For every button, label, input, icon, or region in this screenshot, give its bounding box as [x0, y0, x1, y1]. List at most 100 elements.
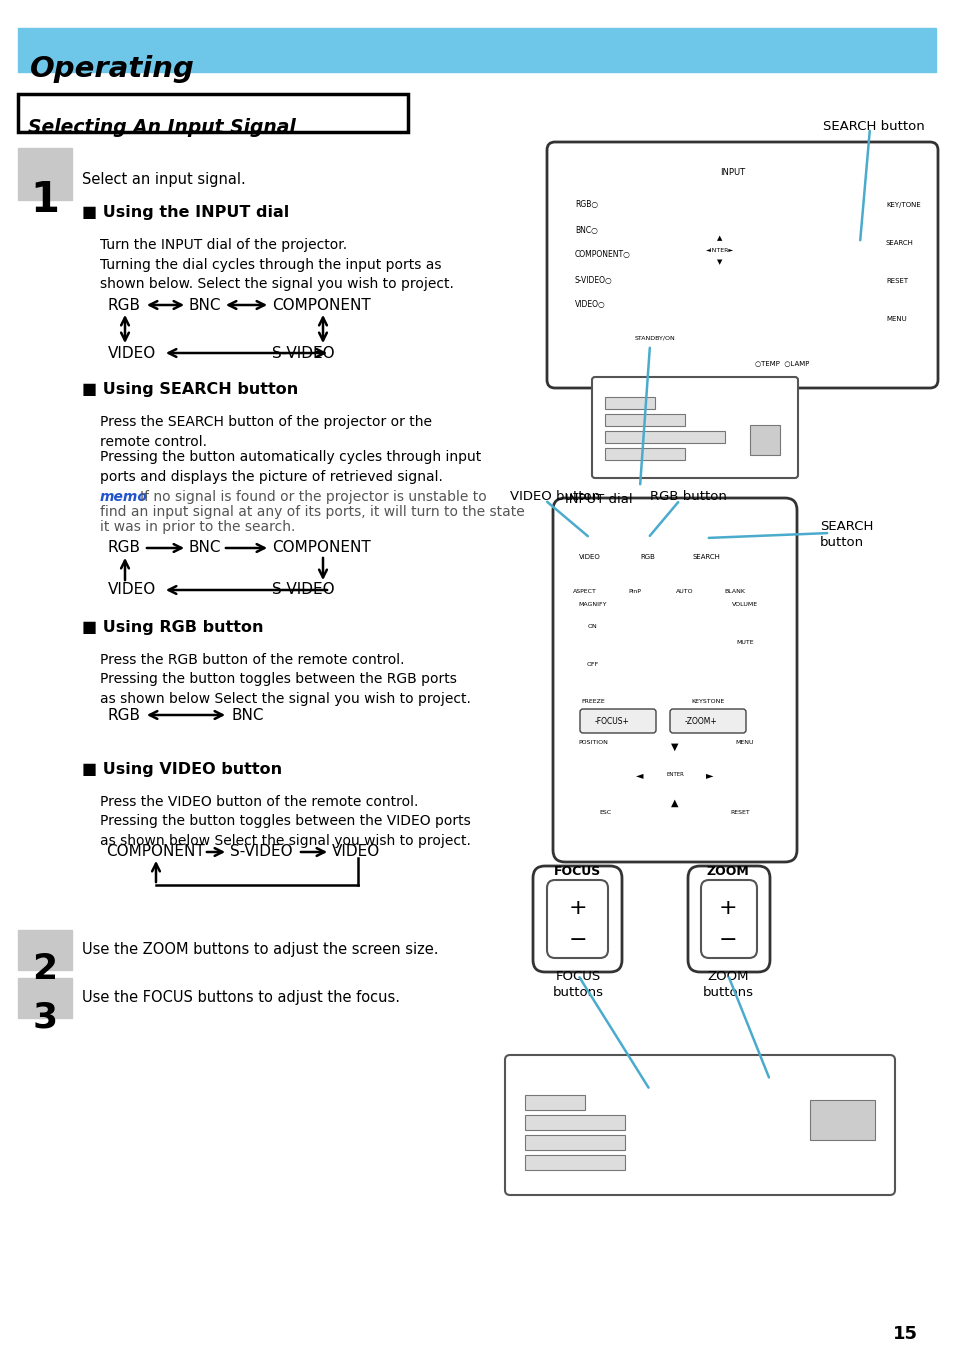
Text: OFF: OFF: [586, 662, 598, 667]
Text: Use the FOCUS buttons to adjust the focus.: Use the FOCUS buttons to adjust the focu…: [82, 990, 399, 1005]
Ellipse shape: [579, 635, 605, 660]
Ellipse shape: [738, 257, 753, 273]
Text: −: −: [568, 930, 587, 950]
Text: ENTER: ENTER: [665, 772, 683, 777]
Text: memo: memo: [100, 489, 148, 504]
Text: MENU: MENU: [735, 740, 754, 745]
Ellipse shape: [664, 200, 774, 300]
Ellipse shape: [659, 761, 689, 790]
Text: INPUT dial: INPUT dial: [564, 493, 632, 506]
Text: ESC: ESC: [598, 810, 611, 815]
Text: 3: 3: [32, 1000, 57, 1034]
Text: ◄INTER►: ◄INTER►: [705, 247, 733, 253]
Ellipse shape: [593, 808, 617, 831]
Text: AUTO: AUTO: [676, 589, 693, 594]
Text: ■ Using the INPUT dial: ■ Using the INPUT dial: [82, 206, 289, 220]
Bar: [749, 425, 780, 456]
Ellipse shape: [579, 598, 605, 622]
Text: MAGNIFY: MAGNIFY: [578, 602, 607, 607]
Text: RGB: RGB: [108, 707, 141, 722]
Bar: [604, 448, 684, 460]
Ellipse shape: [848, 308, 870, 330]
Text: ▲: ▲: [671, 798, 678, 808]
Text: MUTE: MUTE: [736, 639, 753, 645]
Text: it was in prior to the search.: it was in prior to the search.: [100, 521, 295, 534]
Text: SEARCH button: SEARCH button: [822, 120, 924, 132]
Text: ▼: ▼: [717, 260, 722, 265]
FancyBboxPatch shape: [533, 867, 621, 972]
FancyBboxPatch shape: [687, 867, 769, 972]
Text: Press the RGB button of the remote control.
Pressing the button toggles between : Press the RGB button of the remote contr…: [100, 653, 471, 706]
Text: VIDEO: VIDEO: [332, 845, 380, 860]
Text: RGB: RGB: [108, 541, 141, 556]
Bar: [524, 1134, 624, 1151]
Ellipse shape: [727, 808, 751, 831]
Ellipse shape: [848, 270, 870, 292]
Text: Use the ZOOM buttons to adjust the screen size.: Use the ZOOM buttons to adjust the scree…: [82, 942, 438, 957]
Text: +: +: [568, 898, 587, 918]
Text: ◄: ◄: [636, 771, 643, 780]
Text: ■ Using VIDEO button: ■ Using VIDEO button: [82, 763, 282, 777]
Text: −: −: [718, 930, 737, 950]
FancyBboxPatch shape: [504, 1055, 894, 1195]
Text: -FOCUS+: -FOCUS+: [595, 718, 629, 726]
Ellipse shape: [640, 331, 668, 360]
Text: Turn the INPUT dial of the projector.
Turning the dial cycles through the input : Turn the INPUT dial of the projector. Tu…: [100, 238, 454, 291]
Ellipse shape: [691, 526, 720, 550]
Bar: [604, 397, 655, 410]
Text: MENU: MENU: [885, 316, 905, 322]
Ellipse shape: [732, 639, 757, 661]
Text: +: +: [718, 898, 737, 918]
Text: FOCUS: FOCUS: [554, 865, 601, 877]
Bar: [809, 1101, 874, 1140]
Text: VIDEO: VIDEO: [578, 554, 600, 560]
Text: ▲: ▲: [717, 235, 722, 241]
Text: SEARCH
button: SEARCH button: [820, 521, 872, 549]
Text: VIDEO: VIDEO: [108, 346, 156, 361]
Text: INPUT: INPUT: [720, 168, 744, 177]
Text: S-VIDEO: S-VIDEO: [272, 583, 335, 598]
Text: BLANK: BLANK: [723, 589, 744, 594]
Ellipse shape: [576, 526, 603, 550]
Text: ○TEMP  ○LAMP: ○TEMP ○LAMP: [754, 360, 808, 366]
Bar: [604, 414, 684, 426]
Text: 15: 15: [892, 1325, 917, 1343]
Text: FREEZE: FREEZE: [580, 699, 604, 704]
Text: ZOOM: ZOOM: [706, 865, 749, 877]
Ellipse shape: [572, 562, 598, 587]
Text: Select an input signal.: Select an input signal.: [82, 172, 246, 187]
Text: BNC: BNC: [232, 707, 264, 722]
Text: RGB: RGB: [108, 297, 141, 312]
Text: Press the VIDEO button of the remote control.
Pressing the button toggles betwee: Press the VIDEO button of the remote con…: [100, 795, 471, 848]
Text: KEYSTONE: KEYSTONE: [691, 699, 724, 704]
Text: ■ Using SEARCH button: ■ Using SEARCH button: [82, 383, 298, 397]
Text: KEY/TONE: KEY/TONE: [885, 201, 920, 208]
Text: VIDEO: VIDEO: [108, 583, 156, 598]
Bar: [18, 930, 71, 969]
Text: S-VIDEO: S-VIDEO: [272, 346, 335, 361]
FancyBboxPatch shape: [546, 142, 937, 388]
Text: ZOOM
buttons: ZOOM buttons: [701, 969, 753, 999]
Text: If no signal is found or the projector is unstable to: If no signal is found or the projector i…: [140, 489, 486, 504]
Ellipse shape: [693, 672, 721, 698]
Text: Pressing the button automatically cycles through input
ports and displays the pi: Pressing the button automatically cycles…: [100, 450, 480, 484]
Ellipse shape: [721, 562, 747, 587]
Ellipse shape: [730, 602, 759, 629]
Text: COMPONENT: COMPONENT: [272, 541, 371, 556]
Text: RESET: RESET: [729, 810, 749, 815]
Text: Operating: Operating: [30, 55, 194, 82]
Ellipse shape: [848, 233, 870, 254]
Bar: [18, 95, 408, 132]
Ellipse shape: [751, 521, 773, 539]
Text: SEARCH: SEARCH: [691, 554, 720, 560]
Text: 2: 2: [32, 952, 57, 986]
Text: VIDEO○: VIDEO○: [575, 300, 605, 310]
Ellipse shape: [711, 212, 727, 228]
Text: BNC: BNC: [189, 297, 221, 312]
Text: VIDEO button: VIDEO button: [510, 489, 599, 503]
Text: BNC○: BNC○: [575, 226, 598, 234]
Text: FOCUS
buttons: FOCUS buttons: [552, 969, 603, 999]
Text: RGB button: RGB button: [649, 489, 726, 503]
Text: ASPECT: ASPECT: [573, 589, 597, 594]
Text: find an input signal at any of its ports, it will turn to the state: find an input signal at any of its ports…: [100, 506, 524, 519]
